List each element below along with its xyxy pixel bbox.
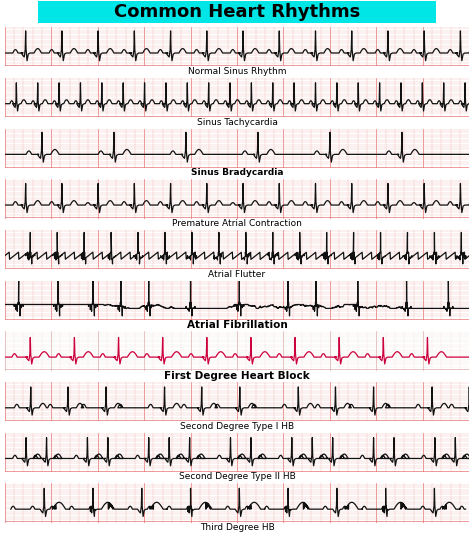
Text: Normal Sinus Rhythm: Normal Sinus Rhythm [188,67,286,76]
Text: Atrial Flutter: Atrial Flutter [209,270,265,278]
Text: Second Degree Type II HB: Second Degree Type II HB [179,473,295,481]
Text: Second Degree Type I HB: Second Degree Type I HB [180,422,294,431]
Text: Atrial Fibrillation: Atrial Fibrillation [187,320,287,330]
Text: Common Heart Rhythms: Common Heart Rhythms [114,3,360,21]
Text: Premature Atrial Contraction: Premature Atrial Contraction [172,219,302,228]
Text: Sinus Tachycardia: Sinus Tachycardia [197,118,277,126]
Text: First Degree Heart Block: First Degree Heart Block [164,371,310,380]
Text: Sinus Bradycardia: Sinus Bradycardia [191,168,283,177]
Text: Third Degree HB: Third Degree HB [200,523,274,532]
